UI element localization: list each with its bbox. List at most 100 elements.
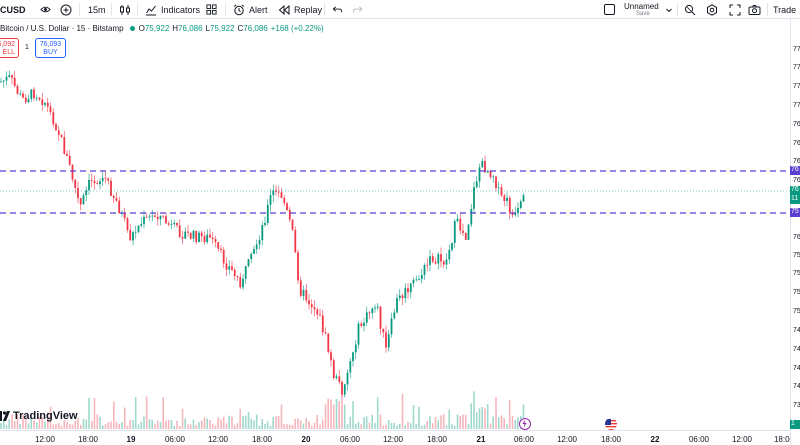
volume-bar	[462, 414, 464, 429]
candle-body	[261, 225, 264, 241]
candle-body	[486, 170, 489, 173]
candle-body	[426, 264, 429, 266]
volume-bar	[338, 401, 340, 429]
candle-body	[82, 195, 85, 205]
us-flag-event-icon[interactable]	[605, 418, 617, 430]
eye-icon[interactable]	[40, 0, 51, 19]
volume-bar	[121, 422, 123, 429]
volume-bar	[357, 421, 360, 429]
volume-bar	[253, 420, 255, 429]
volume-bar	[44, 421, 46, 429]
time-tick: 18:00	[251, 435, 273, 444]
lightning-event-icon[interactable]	[519, 418, 531, 430]
volume-bar	[360, 424, 362, 429]
volume-bar	[38, 416, 41, 429]
trade-button[interactable]: Trade	[773, 0, 796, 19]
time-tick: 12:00	[34, 435, 56, 444]
camera-icon[interactable]	[748, 0, 761, 19]
volume-bar	[464, 414, 467, 429]
candle-body	[198, 232, 200, 242]
candle-body	[354, 344, 357, 353]
candle-body	[140, 224, 143, 226]
candle-body	[203, 236, 206, 243]
volume-bar	[459, 415, 461, 429]
time-tick: 12:00	[382, 435, 404, 444]
volume-bar	[115, 421, 118, 429]
time-tick: 06:00	[513, 435, 535, 444]
price-axis[interactable]: 77 77 77 77 76 76 76 76 76 75 75 75 75 7…	[790, 19, 800, 445]
indicators-button[interactable]: Indicators	[145, 0, 200, 19]
candle-body	[324, 332, 327, 334]
fullscreen-icon[interactable]	[729, 0, 741, 19]
candle-body	[253, 249, 255, 254]
time-axis[interactable]: 1 12:00 18:00 19 06:00 12:00 18:00 20 06…	[0, 430, 794, 445]
quick-search-icon[interactable]	[684, 0, 696, 19]
settings-gear-icon[interactable]	[706, 0, 718, 19]
candle-body	[5, 76, 8, 81]
price-tick: 74	[793, 365, 800, 372]
volume-bar	[173, 426, 175, 429]
time-tick: 06:00	[339, 435, 361, 444]
replay-button[interactable]: Replay	[278, 0, 322, 19]
candle-body	[93, 181, 96, 184]
redo-icon[interactable]	[352, 0, 363, 19]
sell-button[interactable]: 6,092 ELL	[0, 38, 19, 58]
volume-bar	[244, 415, 247, 429]
candle-body	[49, 106, 52, 113]
candle-body	[217, 242, 220, 249]
volume-bar	[390, 423, 393, 429]
candle-body	[338, 376, 341, 382]
candle-body	[302, 289, 305, 296]
time-tick: 18:00	[773, 435, 795, 444]
volume-bar	[503, 418, 505, 429]
candle-body	[407, 288, 409, 293]
volume-bar	[412, 405, 415, 429]
volume-bar	[522, 404, 525, 429]
candle-body	[423, 264, 426, 275]
volume-bar	[363, 417, 365, 429]
chevron-down-icon[interactable]	[665, 0, 673, 19]
layout-checkbox[interactable]	[604, 0, 615, 19]
candle-body	[90, 180, 93, 181]
candle-body	[55, 124, 57, 131]
volume-bar	[393, 423, 395, 429]
volume-bar	[321, 419, 324, 429]
symbol-search-button[interactable]: CUSD	[0, 0, 26, 19]
volume-bar	[118, 424, 121, 429]
volume-bar	[473, 391, 475, 429]
price-chart[interactable]	[0, 19, 790, 430]
volume-bar	[495, 396, 497, 429]
candle-body	[225, 263, 228, 270]
candle-body	[319, 314, 321, 316]
alert-button[interactable]: Alert	[233, 0, 268, 19]
spread-value: 1	[25, 44, 29, 51]
volume-bar	[269, 426, 272, 429]
layouts-grid-icon[interactable]	[206, 0, 217, 19]
volume-bar	[299, 420, 302, 429]
interval-button[interactable]: 15m	[88, 0, 106, 19]
current-price-tag: 76	[790, 186, 800, 195]
volume-bar	[170, 420, 173, 429]
candle-body	[492, 176, 495, 178]
undo-icon[interactable]	[332, 0, 343, 19]
volume-bar	[445, 425, 448, 429]
buy-button[interactable]: 76,093 BUY	[35, 38, 66, 58]
volume-bar	[99, 416, 101, 429]
volume-bar	[74, 420, 77, 429]
volume-bar	[69, 424, 71, 429]
volume-bar	[231, 416, 233, 429]
volume-bar	[41, 417, 44, 429]
volume-bar	[401, 393, 404, 429]
candle-body	[206, 234, 209, 243]
volume-bar	[49, 406, 52, 429]
add-symbol-icon[interactable]	[60, 0, 72, 19]
candle-body	[385, 332, 387, 348]
candle-body	[357, 323, 360, 345]
candles-icon[interactable]	[119, 0, 131, 19]
volume-bar	[305, 418, 307, 429]
symbol-label: CUSD	[0, 4, 26, 15]
layout-name-button[interactable]: Unnamed Save	[624, 0, 659, 19]
tradingview-logo[interactable]: TradingView	[0, 410, 78, 422]
lower-line-price-tag: 75	[790, 208, 800, 217]
